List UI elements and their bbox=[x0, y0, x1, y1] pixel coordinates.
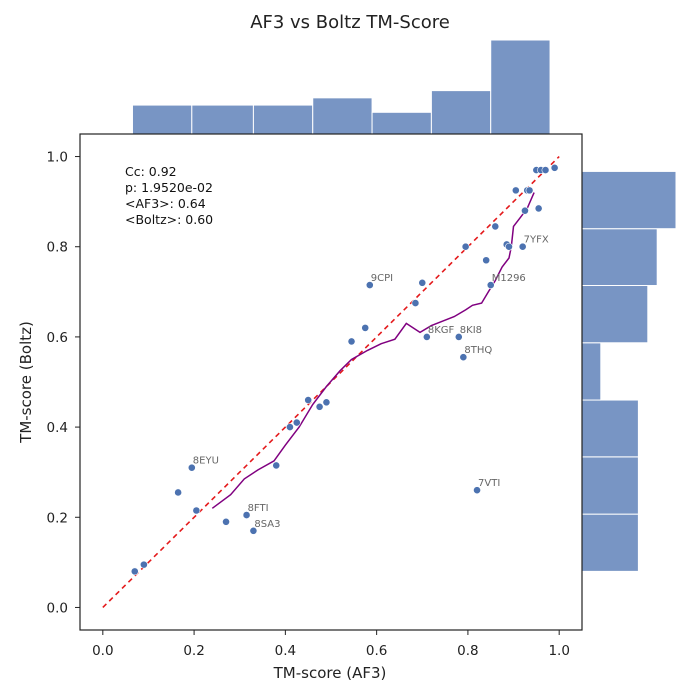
y-tick-label: 0.4 bbox=[47, 420, 68, 436]
right-hist-bar bbox=[581, 513, 639, 572]
x-tick-label: 0.8 bbox=[457, 643, 478, 659]
scatter-point bbox=[541, 166, 550, 174]
scatter-point bbox=[315, 402, 324, 411]
y-tick-label: 0.2 bbox=[47, 510, 68, 526]
top-hist-bar bbox=[430, 90, 492, 135]
scatter-point bbox=[518, 242, 527, 251]
scatter-point bbox=[249, 526, 258, 535]
point-label: 7YFX bbox=[524, 235, 549, 246]
identity-line bbox=[102, 155, 560, 609]
y-tick-label: 0.6 bbox=[47, 330, 68, 346]
right-hist-bar bbox=[581, 342, 602, 401]
right-hist-bar bbox=[581, 285, 649, 344]
right-marginal-histogram bbox=[581, 170, 677, 572]
scatter-point bbox=[459, 353, 468, 362]
top-hist-bar bbox=[312, 97, 373, 135]
stat-mean-af3: <AF3>: 0.64 bbox=[125, 196, 206, 211]
x-tick-label: 0.2 bbox=[183, 643, 204, 659]
scatter-point bbox=[304, 396, 313, 404]
scatter-point bbox=[461, 242, 470, 251]
scatter-point bbox=[505, 242, 513, 251]
top-hist-bar bbox=[131, 104, 193, 135]
scatter-points: 8EYU 8FTI 8SA3 9CPI 8KGF 8KI8 8THQ 7VTI M1296 7YF… bbox=[130, 163, 559, 576]
scatter-point bbox=[272, 461, 281, 470]
point-label: 8KGF bbox=[428, 325, 455, 336]
scatter-point bbox=[242, 511, 251, 519]
point-label: M1296 bbox=[492, 273, 526, 284]
scatter-point bbox=[525, 186, 534, 195]
scatter-point bbox=[534, 204, 543, 213]
scatter-point bbox=[174, 488, 183, 497]
chart-title: AF3 vs Boltz TM-Score bbox=[250, 12, 450, 33]
scatter-point bbox=[187, 463, 196, 472]
y-tick-label: 0.8 bbox=[47, 240, 68, 256]
y-tick-label: 1.0 bbox=[47, 150, 68, 166]
stat-mean-boltz: <Boltz>: 0.60 bbox=[125, 212, 213, 227]
scatter-point bbox=[286, 423, 294, 431]
axis-ticks: 0.0 0.2 0.4 0.6 0.8 1.0 0.0 0.2 0.4 0.6 0.8 1.0 bbox=[47, 150, 570, 659]
top-marginal-histogram bbox=[131, 39, 551, 135]
y-tick-label: 0.0 bbox=[47, 600, 68, 616]
trend-line bbox=[211, 192, 535, 509]
scatter-point bbox=[347, 337, 356, 346]
point-label: 9CPI bbox=[371, 273, 393, 284]
point-label: 8FTI bbox=[248, 503, 269, 514]
point-label: 8EYU bbox=[193, 456, 219, 467]
scatter-point bbox=[486, 281, 495, 289]
x-axis-label: TM-score (AF3) bbox=[273, 664, 387, 682]
scatter-point bbox=[361, 323, 370, 332]
top-hist-bar bbox=[490, 39, 551, 135]
top-hist-bar bbox=[191, 104, 254, 135]
right-hist-bar bbox=[581, 170, 677, 230]
scatter-point bbox=[422, 333, 431, 341]
top-hist-bar bbox=[371, 111, 432, 135]
scatter-point bbox=[521, 206, 529, 215]
y-axis-label: TM-score (Boltz) bbox=[17, 321, 35, 444]
scatter-point bbox=[292, 418, 301, 427]
x-tick-label: 0.6 bbox=[366, 643, 387, 659]
scatter-point bbox=[365, 281, 374, 289]
point-label: 7VTI bbox=[478, 478, 500, 489]
stats-annotation: Cc: 0.92 p: 1.9520e-02 <AF3>: 0.64 <Bolt… bbox=[125, 164, 213, 227]
right-hist-bar bbox=[581, 228, 658, 287]
scatter-point bbox=[473, 486, 481, 495]
x-tick-label: 0.4 bbox=[275, 643, 296, 659]
scatter-point bbox=[491, 222, 500, 231]
scatter-point bbox=[454, 333, 463, 341]
point-label: 8KI8 bbox=[460, 325, 482, 336]
top-hist-bar bbox=[252, 104, 314, 135]
x-tick-label: 0.0 bbox=[92, 643, 113, 659]
point-label: 8SA3 bbox=[254, 519, 280, 530]
scatter-point bbox=[322, 398, 331, 407]
scatter-point bbox=[511, 186, 520, 195]
x-tick-label: 1.0 bbox=[548, 643, 569, 659]
scatter-point bbox=[550, 163, 559, 172]
scatter-point bbox=[411, 299, 420, 307]
scatter-point bbox=[130, 567, 139, 576]
scatter-point bbox=[222, 517, 230, 526]
scatter-point bbox=[418, 278, 427, 287]
stat-cc: Cc: 0.92 bbox=[125, 164, 177, 179]
right-hist-bar bbox=[581, 456, 639, 515]
scatter-point bbox=[482, 256, 491, 265]
right-hist-bar bbox=[581, 399, 639, 458]
stat-p: p: 1.9520e-02 bbox=[125, 180, 213, 195]
scatter-point bbox=[192, 506, 201, 515]
scatter-point bbox=[139, 560, 148, 569]
point-label: 8THQ bbox=[464, 345, 492, 356]
